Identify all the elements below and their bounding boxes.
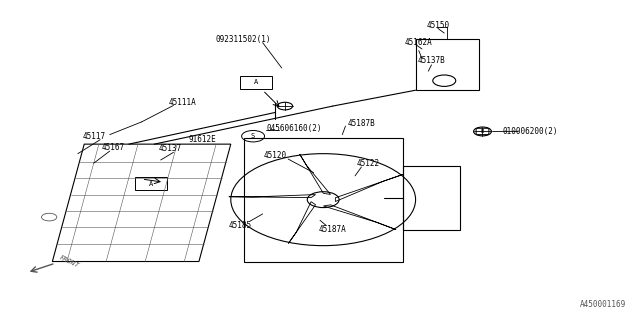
Text: 45185: 45185 <box>228 220 252 229</box>
Text: S: S <box>251 133 255 139</box>
Text: 45187B: 45187B <box>348 119 375 128</box>
Text: 092311502(1): 092311502(1) <box>216 35 271 44</box>
Text: FRONT: FRONT <box>59 254 81 269</box>
Text: 45150: 45150 <box>426 21 449 30</box>
Text: 45187A: 45187A <box>319 225 347 234</box>
Text: A: A <box>254 79 259 85</box>
Text: A: A <box>149 181 153 187</box>
Text: 45117: 45117 <box>82 132 106 141</box>
Text: 45120: 45120 <box>264 151 287 160</box>
Text: B: B <box>481 129 484 134</box>
Text: 45111A: 45111A <box>169 99 197 108</box>
Text: 010006200(2): 010006200(2) <box>502 127 558 136</box>
Text: 045606160(2): 045606160(2) <box>267 124 323 133</box>
Text: 45137: 45137 <box>159 144 182 153</box>
Text: 45162A: 45162A <box>405 38 433 47</box>
Text: 45167: 45167 <box>101 143 124 152</box>
Text: 45137B: 45137B <box>418 56 445 65</box>
Text: A450001169: A450001169 <box>580 300 626 309</box>
Text: 45122: 45122 <box>356 159 380 168</box>
Text: 91612E: 91612E <box>188 135 216 144</box>
